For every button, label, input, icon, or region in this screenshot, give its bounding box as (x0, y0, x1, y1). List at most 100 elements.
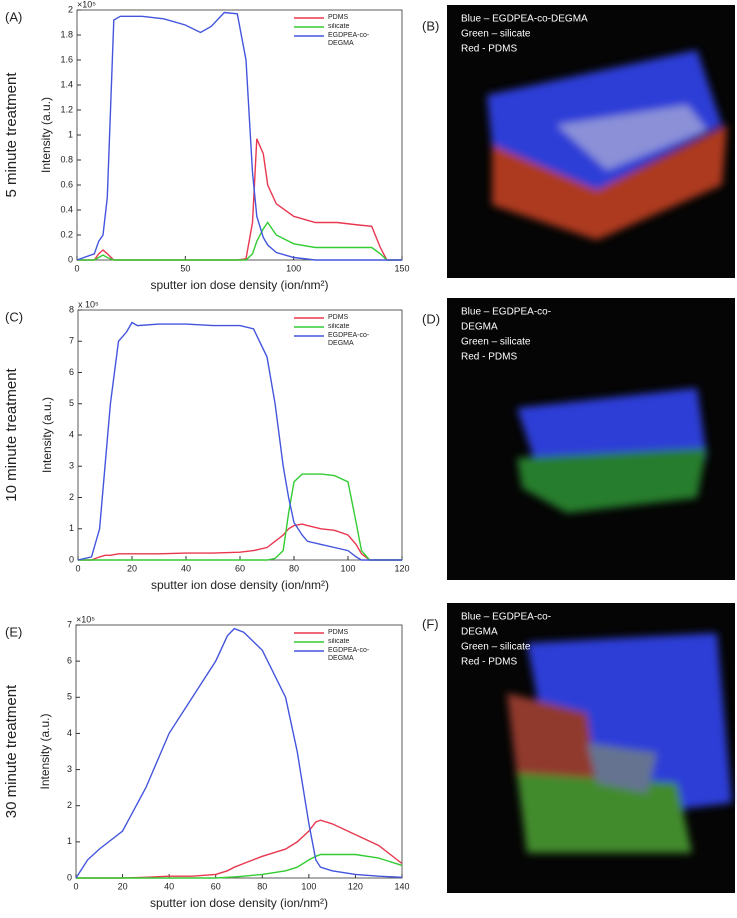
y-tick-label: 8 (69, 304, 74, 314)
y-tick-label: 2 (67, 800, 72, 810)
y-axis-title: Intensity (a.u.) (39, 97, 53, 173)
y-tick-label: 5 (67, 692, 72, 702)
x-tick-label: 0 (73, 881, 78, 891)
series-line (75, 627, 403, 879)
row-label: 5 minute treatment (3, 72, 20, 198)
volume-region (517, 773, 692, 853)
x-tick-label: 40 (181, 563, 191, 573)
plot-frame (77, 309, 403, 561)
series-line (76, 11, 402, 261)
y-multiplier: x 10⁵ (78, 299, 99, 309)
plot-frame (76, 9, 403, 261)
y-tick-label: 6 (69, 367, 74, 377)
legend-entry: EGDPEA-co-DEGMA (328, 32, 370, 47)
volume-render (507, 633, 732, 853)
image-legend: Blue – EGDPEA-co- (461, 612, 551, 623)
y-tick-label: 0.8 (60, 154, 73, 164)
y-tick-label: 1.4 (60, 79, 73, 89)
y-tick-label: 1 (69, 523, 74, 533)
y-axis-title: Intensity (a.u.) (40, 397, 54, 473)
legend-label: silicate (328, 323, 350, 330)
volume-region (517, 388, 707, 468)
x-tick-label: 80 (257, 881, 267, 891)
legend-entry: EGDPEA-co-DEGMA (328, 332, 370, 347)
image-legend: Red - PDMS (461, 657, 517, 668)
panel-label: (E) (5, 624, 22, 639)
series-line (76, 853, 403, 879)
x-axis-title: sputter ion dose density (ion/nm²) (150, 278, 328, 292)
series-line (78, 523, 402, 561)
y-tick-label: 0 (69, 554, 74, 564)
volume-render (517, 388, 707, 513)
legend-label: silicate (328, 23, 350, 30)
image-legend: DEGMA (461, 322, 498, 333)
legend-entry: silicate (328, 638, 350, 645)
y-tick-label: 7 (69, 336, 74, 346)
y-multiplier: ×10⁵ (77, 0, 96, 9)
y-tick-label: 2 (69, 492, 74, 502)
y-tick-label: 0 (68, 254, 73, 264)
y-tick-label: 1 (68, 129, 73, 139)
x-tick-label: 100 (286, 263, 301, 273)
x-tick-label: 0 (75, 563, 80, 573)
x-tick-label: 50 (180, 263, 190, 273)
legend-entry: PDMS (328, 314, 349, 321)
y-tick-label: 6 (67, 656, 72, 666)
x-tick-label: 60 (235, 563, 245, 573)
volume-region (517, 448, 707, 513)
y-tick-label: 1.6 (60, 54, 73, 64)
panel-label: (A) (5, 9, 22, 24)
x-tick-label: 80 (289, 563, 299, 573)
legend-entry: silicate (328, 23, 350, 30)
panel-label: (B) (422, 18, 439, 33)
image-legend: DEGMA (461, 627, 498, 638)
volume-region (557, 105, 707, 170)
x-tick-label: 60 (211, 881, 221, 891)
x-axis-title: sputter ion dose density (ion/nm²) (151, 578, 329, 592)
legend-label: PDMS (328, 629, 349, 636)
series-line (78, 473, 402, 561)
x-tick-label: 40 (164, 881, 174, 891)
volume-render (487, 50, 727, 240)
volume-region (587, 743, 657, 793)
y-tick-label: 2 (68, 4, 73, 14)
y-tick-label: 0 (67, 872, 72, 882)
panel-label: (F) (422, 616, 439, 631)
x-tick-label: 0 (74, 263, 79, 273)
y-tick-label: 4 (69, 429, 74, 439)
legend-entry: PDMS (328, 14, 348, 21)
y-tick-label: 3 (69, 461, 74, 471)
legend-label: EGDPEA-co-DEGMA (328, 332, 370, 347)
y-tick-label: 4 (67, 728, 72, 738)
y-tick-label: 1.2 (60, 104, 73, 114)
image-legend: Green – silicate (461, 29, 531, 40)
legend-entry: EGDPEA-co-DEGMA (328, 647, 370, 662)
legend-entry: PDMS (328, 629, 349, 636)
image-legend: Green – silicate (461, 642, 531, 653)
volume-region (507, 693, 597, 783)
y-multiplier: ×10⁵ (76, 614, 95, 624)
x-axis-title: sputter ion dose density (ion/nm²) (150, 896, 328, 910)
panel-label: (D) (422, 311, 440, 326)
x-tick-label: 140 (394, 881, 409, 891)
row-label: 30 minute treatment (3, 684, 20, 818)
y-tick-label: 0.4 (60, 204, 73, 214)
image-legend: Blue – EGDPEA-co- (461, 307, 551, 318)
x-tick-label: 120 (348, 881, 363, 891)
y-tick-label: 5 (69, 398, 74, 408)
series-line (77, 321, 402, 561)
legend-label: PDMS (328, 314, 349, 321)
y-tick-label: 7 (67, 619, 72, 629)
image-legend: Red - PDMS (461, 44, 517, 55)
legend-label: EGDPEA-co-DEGMA (328, 647, 370, 662)
legend-label: EGDPEA-co-DEGMA (328, 32, 370, 47)
image-legend: Blue – EGDPEA-co-DEGMA (461, 14, 588, 25)
x-tick-label: 20 (127, 563, 137, 573)
x-tick-label: 20 (118, 881, 128, 891)
legend-label: silicate (328, 638, 350, 645)
volume-region (527, 633, 732, 813)
series-line (77, 221, 402, 261)
volume-region (492, 125, 727, 240)
x-tick-label: 150 (394, 263, 409, 273)
